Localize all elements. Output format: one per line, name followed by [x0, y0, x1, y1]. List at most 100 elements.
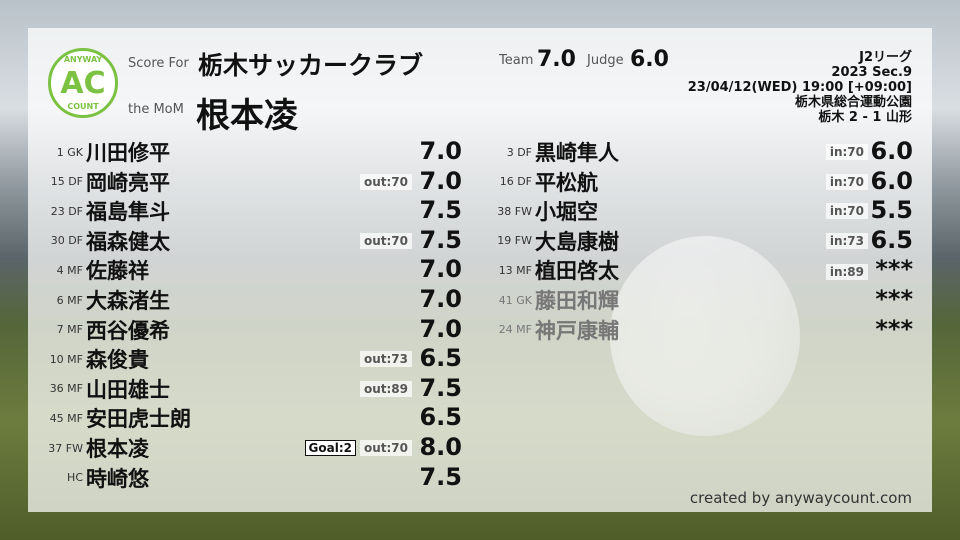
player-number-position: 36 MF — [49, 382, 83, 396]
player-rating: 7.5 — [419, 196, 462, 225]
player-rating: 7.0 — [419, 285, 462, 313]
player-name: 山田雄士 — [86, 377, 170, 402]
player-number-position: HC — [67, 471, 83, 485]
substitution-badge: out:70 — [359, 173, 412, 190]
player-rating: *** — [875, 314, 913, 343]
player-name: 大森渚生 — [86, 289, 170, 313]
player-name: 西谷優希 — [86, 318, 170, 343]
player-row: 23 DF 福島隼斗 — [34, 197, 170, 225]
judge-score: 6.0 — [630, 47, 669, 72]
player-name: 安田虎士朗 — [86, 407, 191, 432]
player-name: 福島隼斗 — [86, 200, 170, 225]
player-rating: 7.0 — [419, 255, 462, 284]
player-name: 福森健太 — [86, 229, 170, 254]
player-row: 15 DF 岡崎亮平 — [34, 168, 170, 196]
player-row: 13 MF 植田啓太 — [483, 256, 619, 284]
player-rating: 7.0 — [419, 137, 462, 165]
score-for-label: Score For — [128, 56, 189, 71]
player-row: 3 DF 黒崎隼人 — [483, 138, 619, 166]
player-name: 神戸康輔 — [535, 318, 619, 343]
goal-badge: Goal:2 — [304, 440, 356, 456]
player-row: 45 MF 安田虎士朗 — [34, 404, 191, 432]
player-row: 7 MF 西谷優希 — [34, 316, 170, 344]
player-name: 岡崎亮平 — [86, 170, 170, 195]
player-row: 19 FW 大島康樹 — [483, 227, 619, 255]
player-rating: 7.0 — [419, 166, 462, 195]
rating-panel — [28, 28, 932, 512]
logo-mid-text: AC — [60, 65, 106, 101]
player-name: 森俊貴 — [86, 348, 149, 373]
player-rating: 6.0 — [870, 166, 913, 195]
player-row: 10 MF 森俊貴 — [34, 345, 149, 373]
player-row: 4 MF 佐藤祥 — [34, 256, 149, 284]
match-info: J2リーグ 2023 Sec.9 23/04/12(WED) 19:00 [+0… — [688, 50, 912, 125]
team-score: 7.0 — [537, 47, 576, 72]
match-datetime: 23/04/12(WED) 19:00 [+09:00] — [687, 80, 912, 95]
credit-text: created by anywaycount.com — [689, 489, 912, 507]
player-name: 黒崎隼人 — [535, 141, 619, 165]
player-rating: 5.5 — [870, 196, 913, 225]
player-row: 36 MF 山田雄士 — [34, 375, 170, 403]
substitution-badge: in:70 — [825, 144, 868, 160]
player-name: 藤田和輝 — [535, 289, 619, 313]
player-row: 16 DF 平松航 — [483, 168, 598, 196]
substitution-badge: in:73 — [825, 232, 868, 249]
player-row: 38 FW 小堀空 — [483, 197, 598, 225]
player-number-position: 7 MF — [56, 323, 83, 337]
player-row: 24 MF 神戸康輔 — [483, 316, 619, 344]
player-name: 小堀空 — [535, 200, 598, 225]
substitution-badge: out:70 — [359, 440, 412, 456]
mom-name: 根本凌 — [196, 96, 298, 136]
player-name: 植田啓太 — [535, 259, 619, 284]
player-rating: *** — [875, 255, 913, 284]
player-row: 1 GK 川田修平 — [34, 138, 170, 166]
player-number-position: 38 FW — [497, 204, 532, 218]
player-number-position: 24 MF — [498, 323, 532, 337]
section: 2023 Sec.9 — [831, 65, 912, 80]
mom-label: the MoM — [128, 102, 184, 117]
player-number-position: 10 MF — [49, 352, 83, 366]
player-number-position: 13 MF — [498, 263, 532, 277]
player-name: 佐藤祥 — [86, 259, 149, 284]
player-row: 6 MF 大森渚生 — [34, 286, 170, 314]
substitution-badge: in:89 — [825, 264, 868, 281]
player-row: 37 FW 根本凌 — [34, 434, 149, 462]
player-rating: 7.0 — [419, 314, 462, 343]
substitution-badge: out:89 — [359, 380, 412, 397]
player-number-position: 15 DF — [50, 175, 83, 189]
anywaycount-logo: ANYWAY AC COUNT — [48, 48, 118, 118]
league: J2リーグ — [859, 50, 912, 65]
player-rating: 8.0 — [419, 433, 462, 461]
team-label: Team — [499, 53, 534, 68]
player-number-position: 16 DF — [499, 175, 532, 189]
player-row: HC 時崎悠 — [34, 464, 149, 492]
player-rating: *** — [875, 285, 913, 313]
player-number-position: 23 DF — [50, 204, 83, 218]
player-name: 平松航 — [535, 170, 598, 195]
player-number-position: 3 DF — [506, 145, 532, 159]
player-number-position: 4 MF — [56, 263, 83, 277]
player-rating: 7.5 — [419, 373, 462, 402]
substitution-badge: in:70 — [825, 173, 868, 190]
substitution-badge: in:70 — [825, 203, 868, 220]
player-rating: 6.0 — [870, 137, 913, 165]
logo-top-text: ANYWAY — [63, 55, 103, 64]
substitution-badge: out:73 — [359, 351, 412, 368]
player-row: 41 GK 藤田和輝 — [483, 286, 619, 314]
team-name: 栃木サッカークラブ — [198, 51, 424, 80]
player-number-position: 45 MF — [49, 411, 83, 425]
player-name: 大島康樹 — [535, 229, 619, 254]
match-result: 栃木 2 - 1 山形 — [818, 110, 912, 125]
player-number-position: 37 FW — [48, 441, 83, 455]
player-number-position: 1 GK — [56, 145, 83, 159]
logo-bottom-text: COUNT — [67, 102, 99, 111]
player-number-position: 19 FW — [497, 234, 532, 248]
player-name: 時崎悠 — [86, 466, 149, 491]
player-number-position: 30 DF — [50, 234, 83, 248]
player-rating: 6.5 — [870, 225, 913, 254]
judge-label: Judge — [587, 53, 624, 68]
venue: 栃木県総合運動公園 — [794, 95, 912, 110]
player-number-position: 6 MF — [56, 293, 83, 307]
player-name: 川田修平 — [86, 141, 170, 165]
player-row: 30 DF 福森健太 — [34, 227, 170, 255]
